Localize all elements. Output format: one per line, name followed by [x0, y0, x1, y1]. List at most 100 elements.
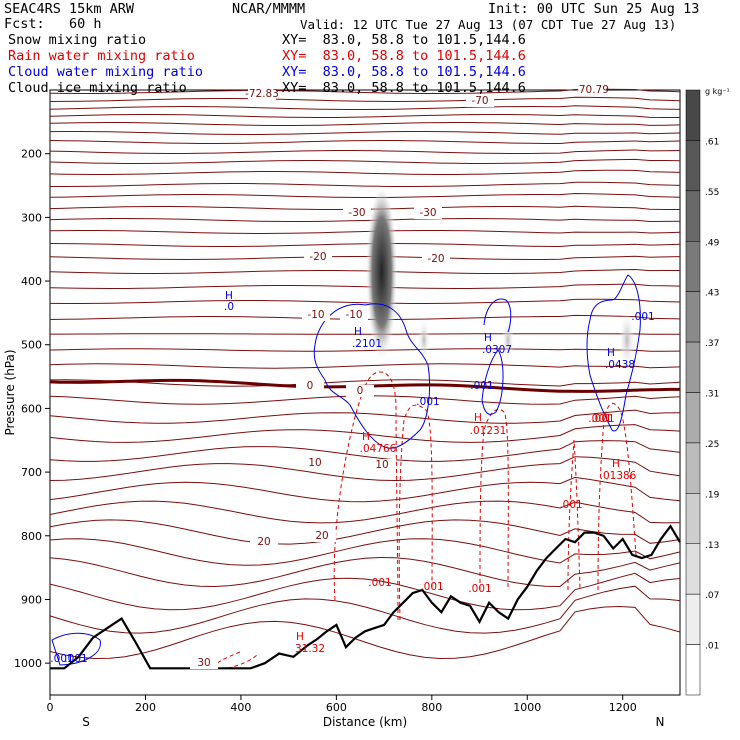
xy-cloud-ice: XY= 83.0, 58.8 to 101.5,144.6: [282, 80, 526, 96]
isotherm-label-bg: [308, 530, 336, 542]
rain-contour: [214, 651, 259, 669]
axes: 0 200 400 600 800 1000 12002003004005006007008…: [3, 148, 664, 729]
rain-label: .001: [588, 413, 611, 425]
x-tick-label: 1200: [609, 701, 637, 714]
isotherm-label: 10: [375, 459, 388, 471]
contour-labels: -72.83 -70 -70.79 -30 -30 -20 -20 -10 -10 0 0 10 10 2…: [50, 84, 655, 669]
rain-contour: [597, 402, 637, 591]
isotherm-label-bg: [301, 457, 329, 469]
isotherm-label: 20: [315, 530, 328, 542]
isotherm-line: [49, 409, 681, 424]
isotherm-label: -30: [419, 207, 436, 219]
y-tick-label: 1000: [14, 657, 42, 670]
isotherm-label-bg: [346, 385, 374, 397]
y-tick-label: 700: [21, 466, 42, 479]
x-tick-label: 1000: [513, 701, 541, 714]
x-axis-label: Distance (km): [323, 715, 407, 729]
colorbar-segment: [685, 341, 701, 393]
isotherm-label-bg: [343, 207, 371, 219]
x-tick-label: 0: [47, 701, 54, 714]
xy-cloud-water: XY= 83.0, 58.8 to 101.5,144.6: [282, 64, 526, 80]
isotherm-label: 10: [308, 457, 321, 469]
cloud-label: H: [225, 290, 233, 302]
isotherm-label-bg: [466, 95, 494, 107]
isotherm-label: 0: [357, 385, 364, 397]
ice-secondary-3: [502, 318, 514, 362]
rain-contour: [398, 404, 433, 621]
y-axis-label: Pressure (hPa): [3, 349, 17, 435]
isotherm-label-bg: [248, 88, 276, 100]
isotherm-contours: [49, 88, 681, 660]
cloud-label: H: [354, 326, 362, 338]
isotherm-label: -10: [307, 309, 324, 321]
x-end-label-north: N: [656, 715, 665, 729]
rain-label: .01231: [470, 425, 507, 437]
isotherm-line: [49, 140, 681, 144]
isotherm-label: 20: [257, 536, 270, 548]
isotherm-label-bg: [578, 84, 606, 96]
y-tick-label: 500: [21, 339, 42, 352]
colorbar-label: .55: [705, 188, 719, 198]
colorbar-segment: [685, 493, 701, 545]
isotherm-line: [49, 230, 681, 235]
isotherm-line: [49, 242, 681, 248]
x-end-label-south: S: [82, 715, 90, 729]
isotherm-label: -72.83: [245, 88, 279, 100]
cloud-label: .0307: [482, 344, 512, 356]
cloud-label: H: [607, 347, 615, 359]
colorbar-segment: [685, 140, 701, 192]
x-tick-label: 800: [421, 701, 442, 714]
cloud-label: .001: [470, 380, 493, 392]
xy-rain: XY= 83.0, 58.8 to 101.5,144.6: [282, 48, 526, 64]
colorbar-label: .37: [705, 339, 719, 349]
cloud-label: H: [484, 332, 492, 344]
ice-core: [365, 191, 398, 372]
isotherm-line: [49, 379, 681, 387]
isotherm-line: [49, 363, 681, 369]
rain-label: H: [296, 631, 304, 643]
rain-contour: [567, 439, 581, 591]
model-title: SEAC4RS 15km ARW: [4, 1, 135, 17]
colorbar-unit: g kg⁻¹: [705, 87, 730, 96]
cloud-water-contour: [483, 298, 512, 333]
isotherm-label-bg: [422, 253, 450, 265]
rain-label: H: [362, 431, 370, 443]
rain-label: .001: [468, 583, 491, 595]
isotherm-label: -30: [348, 207, 365, 219]
y-tick-label: 300: [21, 211, 42, 224]
colorbar-segment: [685, 593, 701, 645]
colorbar-label: .07: [705, 591, 719, 601]
center-label: NCAR/MMMM: [232, 1, 306, 17]
rain-label: .04766: [360, 443, 397, 455]
isotherm-label: 30: [197, 657, 210, 669]
colorbar-label: .19: [705, 490, 720, 500]
cloud-label: .0: [224, 301, 234, 313]
colorbar-segment: [685, 442, 701, 494]
terrain-line: [50, 524, 681, 670]
init-time: Init: 00 UTC Sun 25 Aug 13: [488, 1, 700, 17]
isotherm-line: [49, 131, 681, 135]
isotherm-label-bg: [190, 657, 218, 669]
colorbar-segment: [685, 241, 701, 292]
isotherm-line: [49, 424, 681, 443]
isotherm-label-bg: [304, 251, 332, 263]
cloud-water-contour: [481, 349, 504, 415]
y-tick-label: 600: [21, 402, 42, 415]
rain-label: 31.32: [295, 643, 325, 655]
field-snow: Snow mixing ratio: [8, 32, 147, 48]
xy-snow: XY= 83.0, 58.8 to 101.5,144.6: [282, 32, 526, 48]
rain-label: H: [474, 412, 482, 424]
isotherm-label-bg: [302, 309, 330, 321]
terrain-profile: [50, 524, 681, 670]
cloud-label: .001: [416, 396, 439, 408]
isotherm-label-bg: [340, 309, 368, 321]
isotherm-line: [49, 192, 681, 198]
isotherm-line: [49, 556, 681, 588]
cloud-label: .001: [50, 653, 73, 665]
isotherm-line: [49, 440, 681, 462]
x-tick-label: 200: [135, 701, 156, 714]
isotherm-line: [49, 149, 681, 154]
colorbar-label: .49: [705, 238, 720, 248]
colorbar: .61 .55 .49 .43 .37 .31 .25 .19 .13 .07 .01 g kg⁻¹: [685, 87, 730, 696]
